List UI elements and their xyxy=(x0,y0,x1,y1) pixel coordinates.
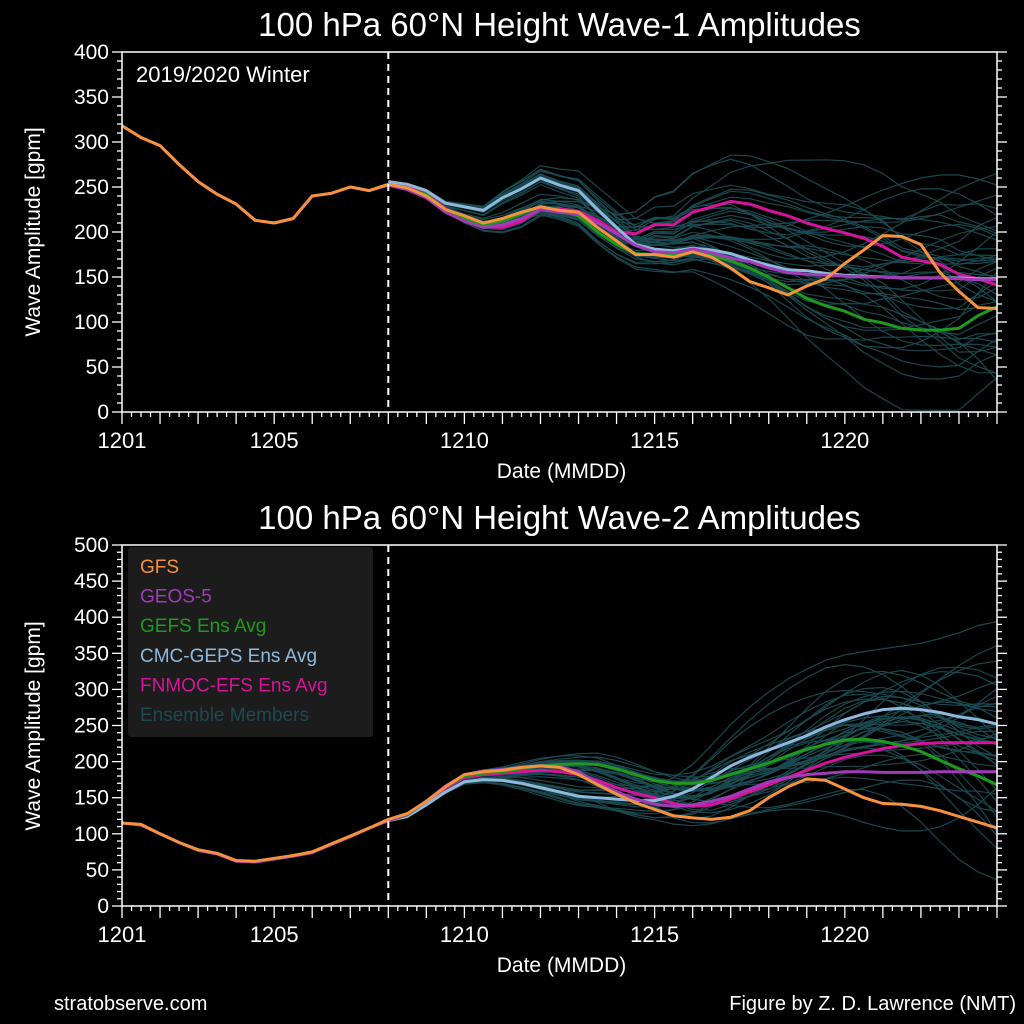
y-axis-label: Wave Amplitude [gpm] xyxy=(22,127,45,336)
legend-entry-cmc-geps-ens-avg: CMC-GEPS Ens Avg xyxy=(140,646,317,667)
x-tick-label: 1205 xyxy=(250,922,299,947)
x-tick-label: 1205 xyxy=(250,428,299,453)
legend-entry-ensemble-members: Ensemble Members xyxy=(140,705,309,726)
footer-source: stratobserve.com xyxy=(54,993,208,1015)
y-tick-label: 200 xyxy=(74,221,109,244)
ensemble-members xyxy=(388,621,997,881)
x-tick-label: 1210 xyxy=(440,428,489,453)
x-tick-label: 1201 xyxy=(98,428,147,453)
legend-entry-gefs-ens-avg: GEFS Ens Avg xyxy=(140,616,266,637)
ensemble-member-line xyxy=(388,170,997,230)
y-tick-label: 100 xyxy=(74,311,109,334)
ensemble-members xyxy=(388,154,997,411)
series-lines xyxy=(122,706,997,864)
ensemble-member-line xyxy=(388,182,997,303)
wave2-chart-panel: 100 hPa 60°N Height Wave-2 Amplitudes 0 50… xyxy=(22,499,1007,977)
y-tick-label: 0 xyxy=(97,401,109,424)
ensemble-member-line xyxy=(388,184,997,292)
y-tick-label: 0 xyxy=(97,895,109,918)
series-line-cmc-geps-ens-avg xyxy=(387,706,997,823)
chart-title: 100 hPa 60°N Height Wave-1 Amplitudes xyxy=(258,6,861,43)
series-line-geos-5 xyxy=(122,764,997,864)
ensemble-member-line xyxy=(388,621,997,822)
legend-box xyxy=(128,547,373,737)
y-tick-label: 350 xyxy=(74,642,109,665)
y-tick-label: 50 xyxy=(86,859,109,882)
y-tick-label: 400 xyxy=(74,606,109,629)
x-axis-label: Date (MMDD) xyxy=(497,954,627,977)
series-lines xyxy=(122,124,997,332)
y-tick-label: 50 xyxy=(86,356,109,379)
chart-title: 100 hPa 60°N Height Wave-2 Amplitudes xyxy=(258,499,861,536)
legend: GFS GEOS-5 GEFS Ens Avg CMC-GEPS Ens Avg FNM… xyxy=(128,547,373,737)
y-tick-label: 300 xyxy=(74,131,109,154)
ensemble-member-line xyxy=(388,768,997,881)
y-tick-label: 150 xyxy=(74,787,109,810)
y-tick-label: 250 xyxy=(74,715,109,738)
y-tick-label: 100 xyxy=(74,823,109,846)
x-tick-label: 1220 xyxy=(820,922,869,947)
legend-entry-fnmoc-efs-ens-avg: FNMOC-EFS Ens Avg xyxy=(140,675,328,696)
x-tick-label: 1215 xyxy=(630,922,679,947)
series-line-geos-5 xyxy=(122,124,997,282)
season-annotation: 2019/2020 Winter xyxy=(136,62,310,87)
y-tick-label: 400 xyxy=(74,41,109,64)
y-tick-label: 350 xyxy=(74,86,109,109)
x-tick-label: 1210 xyxy=(440,922,489,947)
footer-credit: Figure by Z. D. Lawrence (NMT) xyxy=(729,993,1016,1015)
y-tick-label: 300 xyxy=(74,678,109,701)
ensemble-member-line xyxy=(388,164,997,260)
y-tick-label: 150 xyxy=(74,266,109,289)
wave1-chart-panel: 100 hPa 60°N Height Wave-1 Amplitudes 0 50… xyxy=(22,6,1007,483)
y-tick-label: 500 xyxy=(74,534,109,557)
series-line-gfs xyxy=(122,124,997,310)
x-tick-label: 1201 xyxy=(98,922,147,947)
y-axis-label: Wave Amplitude [gpm] xyxy=(22,621,45,830)
legend-entry-gfs: GFS xyxy=(140,557,179,578)
x-tick-label: 1215 xyxy=(630,428,679,453)
x-tick-label: 1220 xyxy=(820,428,869,453)
series-line-gfs xyxy=(122,764,997,863)
plot-frame xyxy=(121,51,998,413)
ensemble-member-line xyxy=(388,181,997,348)
y-tick-label: 200 xyxy=(74,751,109,774)
x-axis-label: Date (MMDD) xyxy=(497,460,627,483)
legend-entry-geos-5: GEOS-5 xyxy=(140,587,212,608)
y-tick-label: 450 xyxy=(74,570,109,593)
y-tick-label: 250 xyxy=(74,176,109,199)
